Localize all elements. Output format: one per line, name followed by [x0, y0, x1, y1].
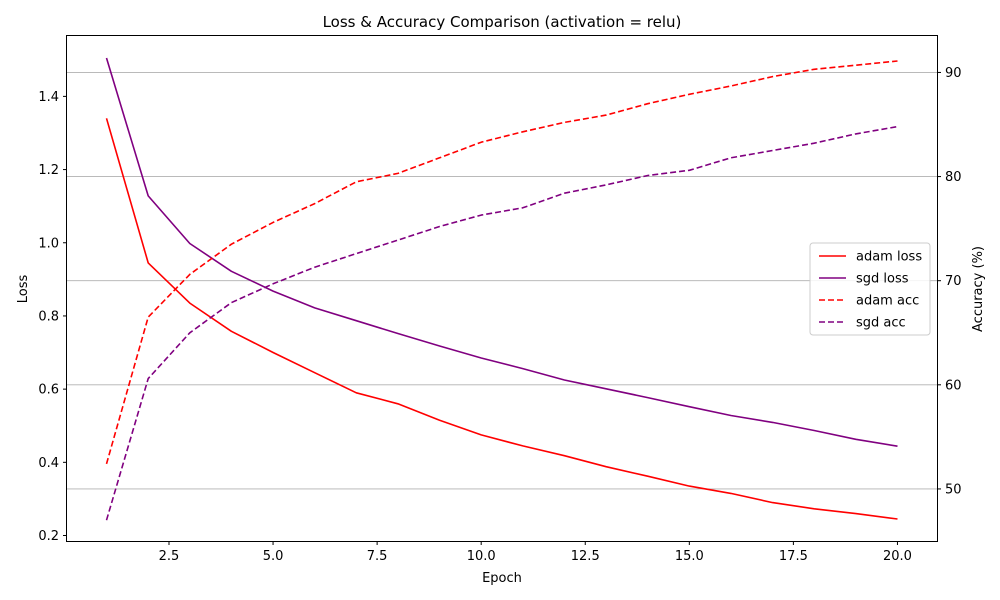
- y-left-tick-label: 1.2: [38, 163, 59, 178]
- y-right-tick-label: 50: [945, 482, 962, 497]
- x-tick-label: 15.0: [675, 549, 704, 564]
- y-right-tick-label: 60: [945, 378, 962, 393]
- legend-label: adam loss: [856, 250, 922, 265]
- y-right-tick-label: 90: [945, 66, 962, 81]
- y-left-tick-label: 0.6: [38, 383, 59, 398]
- x-axis-label: Epoch: [482, 571, 522, 586]
- y-right-tick-label: 80: [945, 170, 962, 185]
- x-axis: 2.5 5.0 7.5 10.0 12.5 15.0 17.5 20.0: [159, 541, 912, 564]
- y-left-tick-label: 0.8: [38, 309, 59, 324]
- x-tick-label: 2.5: [159, 549, 180, 564]
- legend: adam loss sgd loss adam acc sgd acc: [809, 242, 931, 336]
- series-line-sgd-acc: [105, 125, 898, 521]
- x-tick-label: 12.5: [571, 549, 600, 564]
- legend-label: sgd loss: [856, 272, 909, 287]
- y-axis-right-label: Accuracy (%): [971, 246, 986, 332]
- plot-frame: [66, 35, 938, 542]
- y-left-tick-label: 0.2: [38, 529, 59, 544]
- x-tick-label: 7.5: [367, 549, 388, 564]
- legend-label: adam acc: [856, 294, 919, 309]
- x-tick-label: 5.0: [263, 549, 284, 564]
- series-line-adam-acc: [105, 60, 898, 465]
- plot-area: [105, 57, 898, 521]
- series-line-adam-loss: [105, 118, 898, 520]
- chart-title: Loss & Accuracy Comparison (activation =…: [323, 13, 682, 31]
- legend-box: [809, 242, 931, 336]
- y-left-tick-label: 1.4: [38, 90, 59, 105]
- series-line-sgd-loss: [105, 57, 898, 447]
- y-axis-right: 50 60 70 80 90: [937, 66, 962, 497]
- y-axis-left-label: Loss: [16, 275, 31, 304]
- x-tick-label: 17.5: [779, 549, 808, 564]
- x-tick-label: 20.0: [883, 549, 912, 564]
- grid: [67, 72, 937, 490]
- y-axis-left: 0.2 0.4 0.6 0.8 1.0 1.2 1.4: [38, 90, 67, 544]
- y-left-tick-label: 1.0: [38, 236, 59, 251]
- legend-label: sgd acc: [856, 316, 906, 331]
- y-right-tick-label: 70: [945, 274, 962, 289]
- y-left-tick-label: 0.4: [38, 456, 59, 471]
- x-tick-label: 10.0: [467, 549, 496, 564]
